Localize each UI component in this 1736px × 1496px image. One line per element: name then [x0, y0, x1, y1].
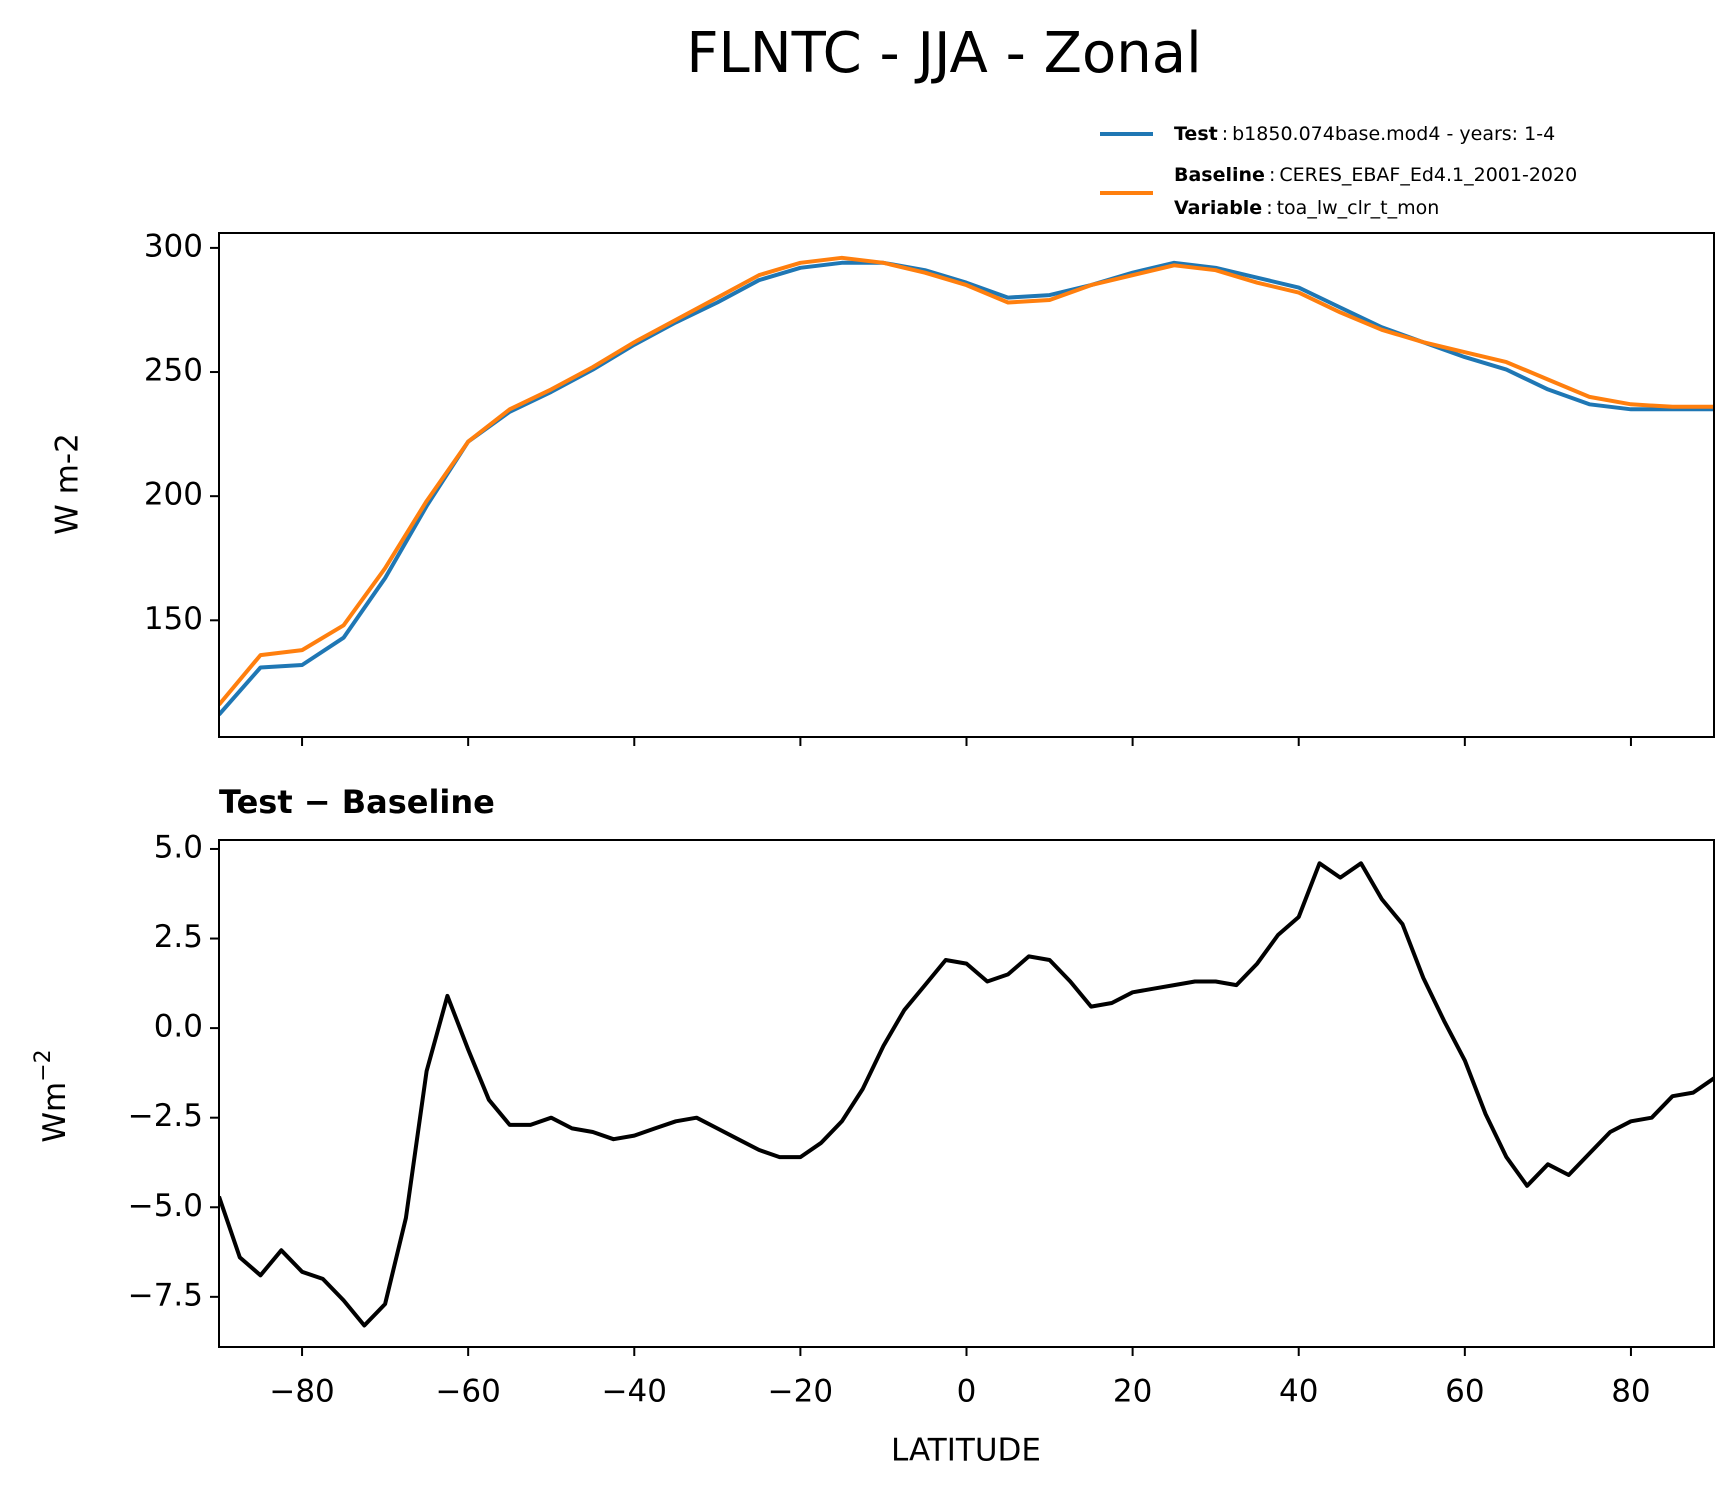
y-tick-label: 300	[144, 228, 203, 264]
x-tick-label: −20	[768, 1374, 833, 1410]
x-tick-label: 60	[1445, 1374, 1484, 1410]
legend-name: Test	[1174, 123, 1218, 145]
x-tick-label: −40	[602, 1374, 667, 1410]
legend-name: Variable	[1174, 197, 1262, 219]
y-tick-label: 200	[144, 477, 203, 513]
x-tick-label: 80	[1611, 1374, 1650, 1410]
legend-entry: Variable: toa_lw_clr_t_mon	[1174, 197, 1439, 219]
axes-frame	[218, 839, 1715, 1348]
y-tick-label: −2.5	[128, 1098, 203, 1134]
subplot-title: Test − Baseline	[219, 783, 495, 821]
data-line	[219, 861, 1714, 1328]
legend-sep: :	[1266, 197, 1272, 219]
y-axis-label: W m-2	[50, 433, 86, 535]
y-tick-label: 150	[144, 601, 203, 637]
y-label-sup: −2	[31, 1049, 56, 1081]
y-tick-label: −7.5	[128, 1277, 203, 1313]
y-tick-label: 2.5	[154, 919, 203, 955]
x-tick-label: 20	[1113, 1374, 1152, 1410]
y-tick-label: 250	[144, 353, 203, 389]
legend-entry: Baseline: CERES_EBAF_Ed4.1_2001-2020	[1174, 164, 1577, 186]
y-label-base: Wm	[37, 1082, 73, 1143]
x-tick-label: −80	[269, 1374, 334, 1410]
data-line	[219, 255, 1714, 706]
legend-desc: CERES_EBAF_Ed4.1_2001-2020	[1279, 164, 1577, 186]
x-axis-label: LATITUDE	[891, 1433, 1041, 1469]
data-line	[219, 260, 1714, 717]
y-tick-label: 5.0	[154, 829, 203, 865]
y-axis-label: Wm−2	[31, 1049, 73, 1142]
y-tick-label: −5.0	[128, 1188, 203, 1224]
axes-frame	[218, 232, 1715, 738]
legend-sep: :	[1222, 123, 1228, 145]
legend-sep: :	[1269, 164, 1275, 186]
legend-desc: toa_lw_clr_t_mon	[1277, 197, 1440, 219]
figure-title: FLNTC - JJA - Zonal	[686, 21, 1201, 86]
x-tick-label: −60	[435, 1374, 500, 1410]
legend-name: Baseline	[1174, 164, 1265, 186]
legend-entry: Test: b1850.074base.mod4 - years: 1-4	[1174, 123, 1555, 145]
y-tick-label: 0.0	[154, 1009, 203, 1045]
x-tick-label: 0	[957, 1374, 977, 1410]
legend-desc: b1850.074base.mod4 - years: 1-4	[1232, 123, 1555, 145]
x-tick-label: 40	[1279, 1374, 1318, 1410]
